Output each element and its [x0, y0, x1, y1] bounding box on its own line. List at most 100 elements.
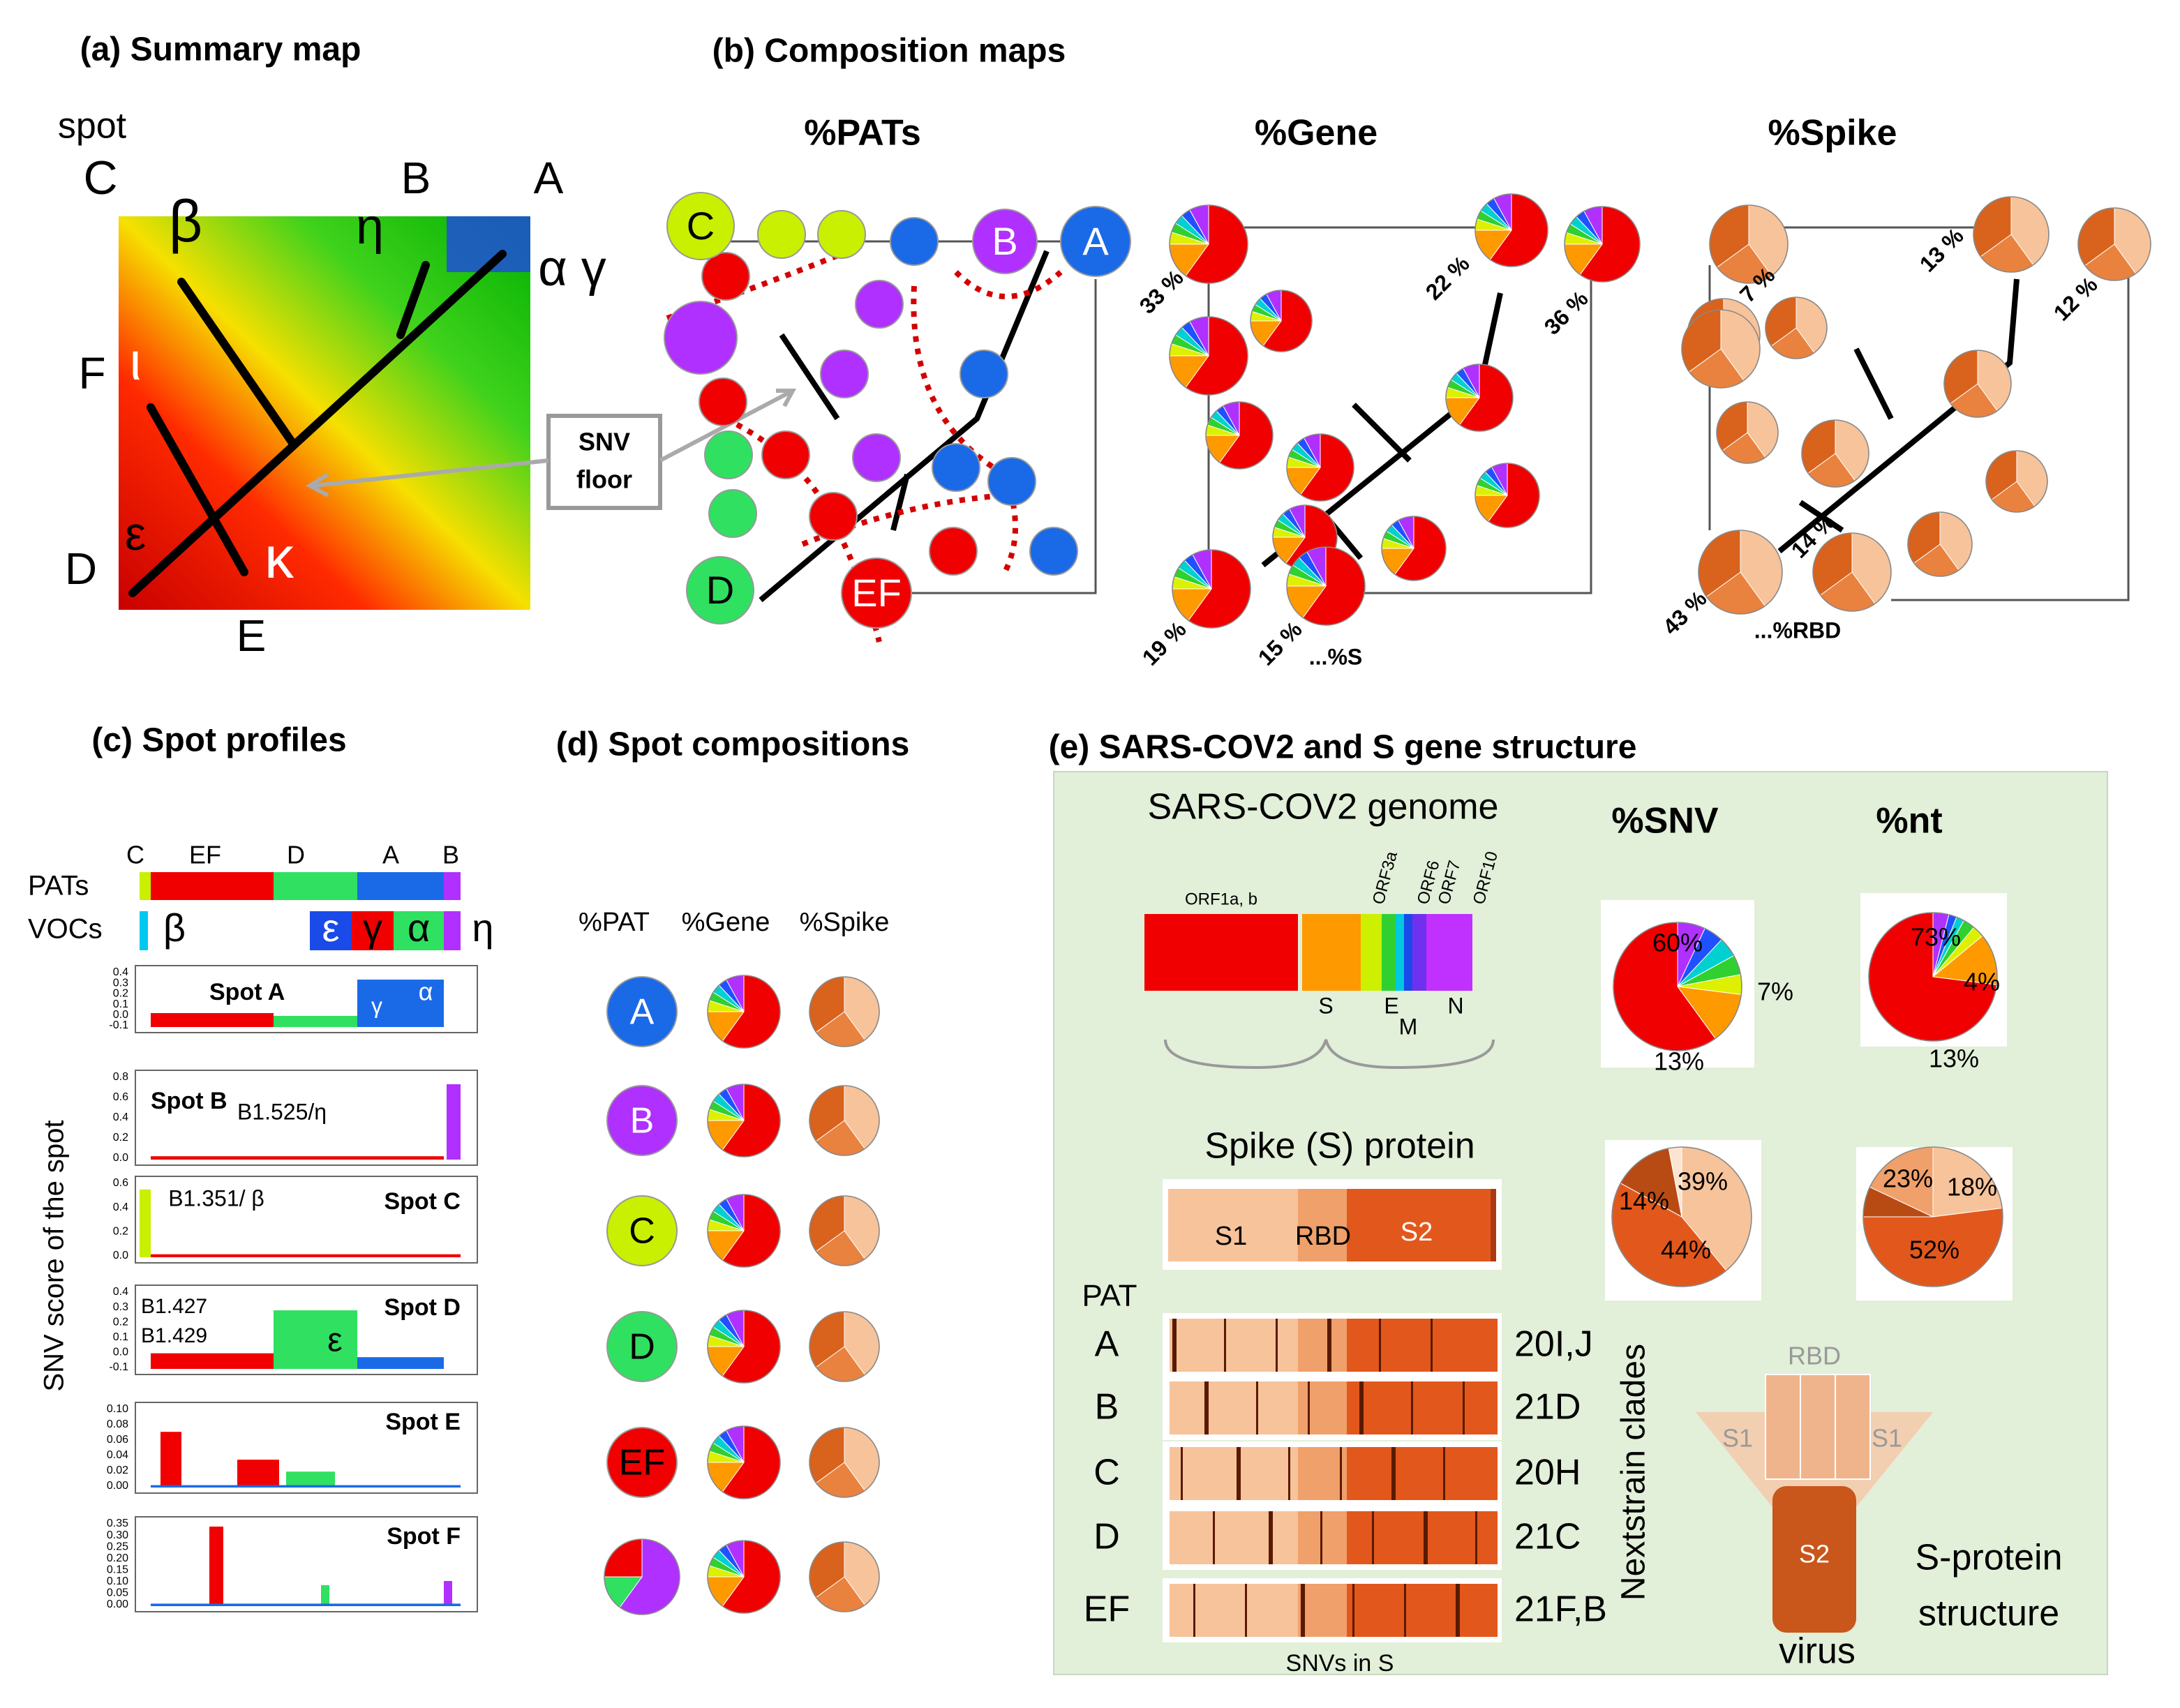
snv-line [1245, 1584, 1247, 1637]
gene-pie-rim [1250, 290, 1313, 352]
gene-pie-rim [707, 1425, 781, 1499]
snv-line [1443, 1447, 1445, 1500]
tick-label: 0.4 [113, 966, 128, 978]
gene-pie-rim [1564, 206, 1641, 283]
gene-pie-rim [1205, 401, 1274, 470]
spike-pie-rim [809, 1311, 880, 1382]
panel-title: (d) Spot compositions [556, 726, 910, 763]
map-label: F [78, 348, 105, 398]
map-title: %PATs [804, 113, 921, 153]
snv-line [1391, 1447, 1396, 1500]
voc-box [394, 911, 444, 950]
nt-spike-pie-rim [1862, 1146, 2003, 1287]
snv-block [1298, 1381, 1347, 1434]
snv-block [1347, 1381, 1498, 1434]
voc-box [140, 911, 148, 950]
snv-line [1301, 1584, 1305, 1637]
nt-pie-rim [1868, 912, 1998, 1042]
pie-title: %nt [1876, 801, 1942, 841]
gene-pie-rim [1381, 516, 1447, 581]
snv-line [1308, 1381, 1310, 1434]
axis-label: spot [58, 106, 127, 147]
pie-title: %SNV [1611, 801, 1718, 841]
gene-block [1412, 914, 1426, 991]
row-label: D [629, 1327, 655, 1368]
spike-part-label: S1 [1215, 1222, 1247, 1251]
spot-frame [135, 1516, 478, 1612]
pat-header: EF [189, 841, 221, 869]
structure-label: virus [1779, 1631, 1856, 1672]
tick-label: 0.4 [113, 1201, 128, 1213]
pct-label: 60% [1652, 929, 1703, 957]
tick-label: 0.00 [107, 1480, 128, 1492]
gene-label: E [1384, 993, 1398, 1018]
pct-label: ...%RBD [1754, 617, 1841, 643]
snv-line [1424, 1511, 1428, 1564]
snv-line [1181, 1447, 1183, 1500]
tick-label: 0.2 [113, 1316, 128, 1328]
map-label: α γ [538, 241, 606, 297]
pct-label: 13% [1654, 1047, 1704, 1076]
voc-label: ε [322, 906, 340, 950]
tick-label: 0.1 [113, 1331, 128, 1343]
spot-signal [357, 1357, 444, 1369]
snv-line [1237, 1447, 1241, 1500]
tick-label: 0.6 [113, 1091, 128, 1103]
pat-node-label: EF [851, 571, 902, 615]
row-label: EF [619, 1443, 665, 1483]
gene-pie-rim [707, 1310, 781, 1384]
spot-name: Spot E [385, 1409, 461, 1435]
pct-label: 39% [1678, 1167, 1728, 1196]
map-title: %Gene [1255, 113, 1378, 153]
pct-label: 43 % [1658, 586, 1712, 640]
pat-node [972, 209, 1038, 274]
tick-label: 0.4 [113, 1286, 128, 1298]
snv-block [1347, 1511, 1498, 1564]
gene-block [1426, 914, 1472, 991]
tick-label: 0.04 [107, 1449, 128, 1461]
snv-block [1170, 1381, 1298, 1434]
pct-label: 36 % [1539, 286, 1593, 340]
spike-pie-rim [1765, 297, 1828, 359]
pat-header: B [442, 841, 459, 869]
row-label: A [630, 992, 655, 1033]
tick-label: 0.08 [107, 1418, 128, 1430]
spot-signal [357, 980, 444, 1027]
spike-pie-rim [1943, 350, 2012, 418]
map-label: D [65, 544, 97, 594]
spike-pie-rim [1698, 530, 1783, 615]
tick-label: 0.2 [113, 988, 128, 1000]
column-header: PAT [1082, 1279, 1137, 1313]
pat-node [701, 252, 750, 301]
spike-part-label: RBD [1295, 1222, 1351, 1251]
tick-label: 0.3 [113, 977, 128, 989]
pat-label: D [1093, 1517, 1120, 1557]
tick-label: 0.02 [107, 1464, 128, 1476]
spot-note: α [419, 977, 433, 1006]
map-label: B [401, 153, 431, 203]
snv-line [1404, 1584, 1406, 1637]
pat-circle [606, 1427, 678, 1498]
gene-pie-rim [707, 1194, 781, 1268]
spot-name: Spot B [151, 1088, 227, 1114]
gene-pie-rim [1475, 463, 1540, 528]
spot-signal [151, 1254, 461, 1257]
voc-label: η [472, 906, 493, 950]
spike-pie-rim [809, 1085, 880, 1156]
pct-label: 52% [1909, 1236, 1959, 1264]
row-label: B [630, 1101, 655, 1141]
spike-pie-rim [809, 1427, 880, 1498]
tick-label: 0.3 [113, 1301, 128, 1313]
pat-node [929, 527, 978, 576]
spot-signal [444, 1581, 452, 1606]
pct-label: 19 % [1137, 617, 1191, 671]
spot-signal [151, 1353, 274, 1369]
tick-label: 0.6 [113, 1177, 128, 1189]
pct-label: 7% [1757, 977, 1793, 1006]
gene-block [1144, 914, 1298, 991]
clade-label: 21C [1514, 1517, 1581, 1557]
map-label: β [169, 188, 202, 254]
tick-label: 0.0 [113, 1009, 128, 1021]
